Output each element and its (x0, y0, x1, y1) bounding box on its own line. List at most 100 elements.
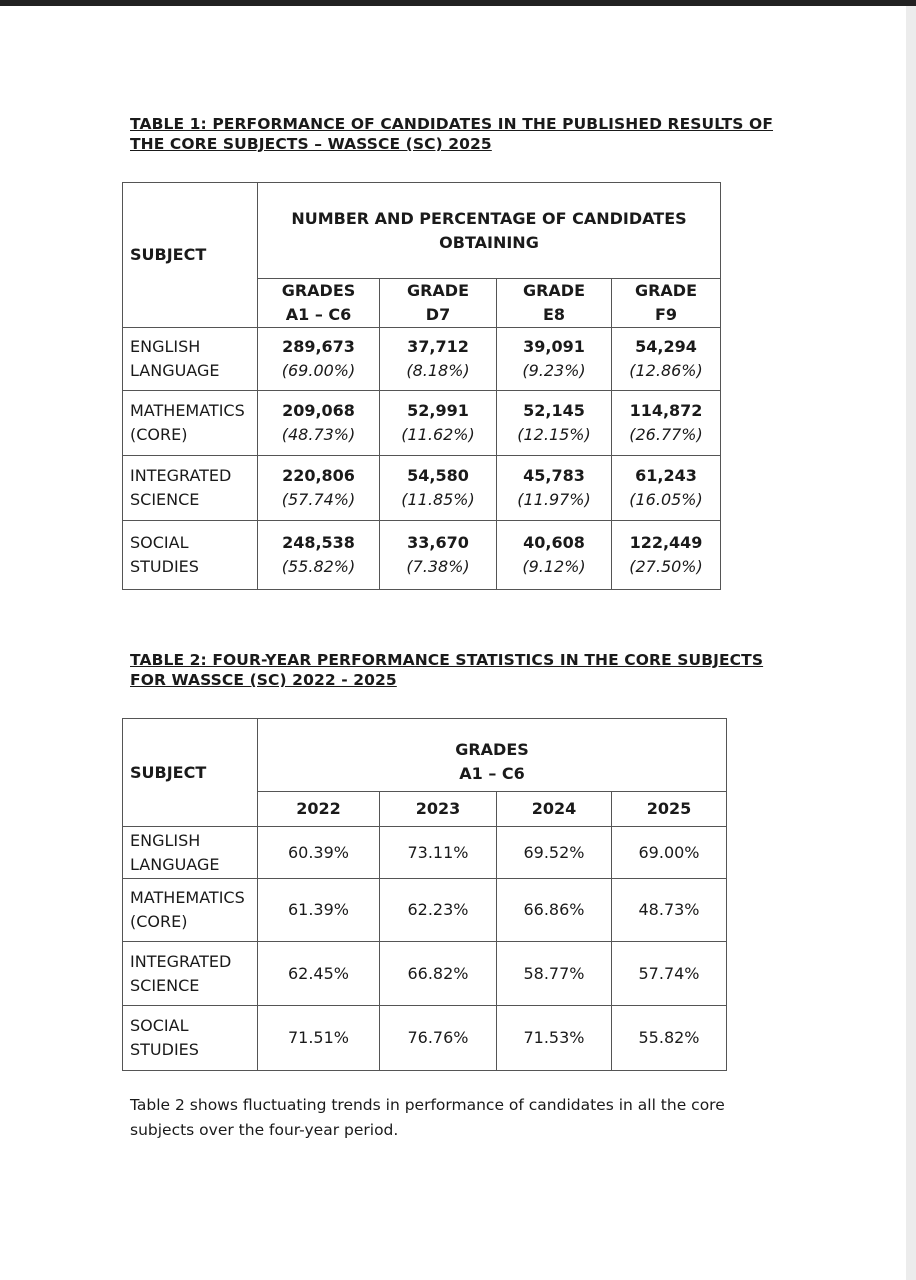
percentage: (16.05%) (629, 490, 703, 509)
table-row: SOCIAL STUDIES 71.51% 76.76% 71.53% 55.82% (122, 1005, 728, 1071)
percentage-cell: 62.45% (257, 941, 380, 1006)
year-header: 2024 (496, 791, 612, 827)
percentage-cell: 55.82% (610, 1005, 728, 1071)
subject-line2: (CORE) (130, 425, 188, 444)
count: 248,538 (282, 533, 355, 552)
value-cell: 39,091 (9.23%) (496, 327, 612, 391)
count: 33,670 (407, 533, 469, 552)
subject-line2: LANGUAGE (130, 361, 220, 380)
value-cell: 52,145 (12.15%) (496, 390, 612, 456)
subject-line2: STUDIES (130, 557, 199, 576)
table-row: INTEGRATED SCIENCE 220,806 (57.74%) 54,580 (1… (122, 455, 721, 521)
year-header: 2025 (610, 791, 728, 827)
value-cell: 122,449 (27.50%) (611, 520, 721, 590)
percentage: (12.86%) (629, 361, 703, 380)
value-cell: 209,068 (48.73%) (257, 390, 380, 456)
subject-cell: SOCIAL STUDIES (122, 1005, 258, 1071)
percentage: (7.38%) (406, 557, 470, 576)
percentage-cell: 58.77% (496, 941, 612, 1006)
value-cell: 289,673 (69.00%) (257, 327, 380, 391)
year-header: 2022 (257, 791, 380, 827)
value-cell: 52,991 (11.62%) (379, 390, 497, 456)
page-edge (906, 6, 916, 1280)
subject-line2: (CORE) (130, 912, 188, 931)
percentage-cell: 73.11% (379, 826, 497, 879)
subject-cell: MATHEMATICS (CORE) (122, 390, 258, 456)
count: 52,991 (407, 401, 469, 420)
value-cell: 248,538 (55.82%) (257, 520, 380, 590)
percentage: (57.74%) (281, 490, 356, 509)
percentage: (8.18%) (406, 361, 470, 380)
percentage: (26.77%) (629, 425, 703, 444)
value-cell: 54,580 (11.85%) (379, 455, 497, 521)
table1: SUBJECT NUMBER AND PERCENTAGE OF CANDIDA… (122, 182, 721, 590)
subject-header: SUBJECT (122, 182, 258, 328)
percentage: (55.82%) (281, 557, 356, 576)
group-header: GRADES A1 – C6 (256, 718, 728, 792)
group-header-line1: GRADES (455, 740, 529, 759)
grade-header-line2: A1 – C6 (285, 305, 352, 324)
group-header-line2: A1 – C6 (459, 764, 525, 783)
subject-cell: ENGLISH LANGUAGE (122, 327, 258, 391)
percentage-cell: 69.52% (496, 826, 612, 879)
subject-line1: ENGLISH (130, 337, 201, 356)
subject-cell: MATHEMATICS (CORE) (122, 878, 258, 942)
value-cell: 220,806 (57.74%) (257, 455, 380, 521)
percentage: (69.00%) (281, 361, 356, 380)
percentage: (11.85%) (401, 490, 475, 509)
subject-cell: INTEGRATED SCIENCE (122, 941, 258, 1006)
grade-header-line2: F9 (654, 305, 678, 324)
table-row: MATHEMATICS (CORE) 209,068 (48.73%) 52,991 (1… (122, 390, 721, 456)
value-cell: 40,608 (9.12%) (496, 520, 612, 590)
grade-header-line2: E8 (542, 305, 566, 324)
count: 52,145 (523, 401, 585, 420)
grade-header: GRADE E8 (496, 278, 612, 328)
table2-title-line1: TABLE 2: FOUR-YEAR PERFORMANCE STATISTIC… (130, 651, 764, 669)
grade-header: GRADE D7 (379, 278, 497, 328)
count: 114,872 (629, 401, 703, 420)
value-cell: 37,712 (8.18%) (379, 327, 497, 391)
count: 54,580 (407, 466, 469, 485)
percentage-cell: 60.39% (257, 826, 380, 879)
subject-line1: MATHEMATICS (130, 401, 245, 420)
percentage-cell: 48.73% (610, 878, 728, 942)
grade-header: GRADE F9 (611, 278, 721, 328)
table1-title-line2: THE CORE SUBJECTS – WASSCE (SC) 2025 (130, 135, 492, 153)
count: 289,673 (282, 337, 355, 356)
table2-title: TABLE 2: FOUR-YEAR PERFORMANCE STATISTIC… (130, 650, 763, 690)
count: 39,091 (523, 337, 585, 356)
top-bar (0, 0, 916, 6)
value-cell: 45,783 (11.97%) (496, 455, 612, 521)
table-row: INTEGRATED SCIENCE 62.45% 66.82% 58.77% 57.74… (122, 941, 728, 1006)
grade-header-line2: D7 (425, 305, 451, 324)
year-header: 2023 (379, 791, 497, 827)
table-row: MATHEMATICS (CORE) 61.39% 62.23% 66.86% 48.73… (122, 878, 728, 942)
count: 45,783 (523, 466, 585, 485)
subject-cell: SOCIAL STUDIES (122, 520, 258, 590)
subject-line2: SCIENCE (130, 490, 200, 509)
percentage: (11.62%) (401, 425, 475, 444)
count: 209,068 (282, 401, 355, 420)
percentage-cell: 76.76% (379, 1005, 497, 1071)
table-row: ENGLISH LANGUAGE 60.39% 73.11% 69.52% 69.00% (122, 826, 728, 879)
grade-header-line1: GRADE (634, 281, 698, 300)
group-header: NUMBER AND PERCENTAGE OF CANDIDATES OBTA… (257, 182, 721, 279)
subject-line1: INTEGRATED (130, 951, 232, 971)
table-row: ENGLISH LANGUAGE 289,673 (69.00%) 37,712 (8.1… (122, 327, 721, 391)
percentage-cell: 66.86% (496, 878, 612, 942)
subject-line2: LANGUAGE (130, 854, 220, 874)
count: 37,712 (407, 337, 469, 356)
count: 61,243 (635, 466, 697, 485)
grade-header-line1: GRADE (406, 281, 470, 300)
grade-header: GRADES A1 – C6 (257, 278, 380, 328)
count: 122,449 (629, 533, 703, 552)
value-cell: 114,872 (26.77%) (611, 390, 721, 456)
table1-title-line1: TABLE 1: PERFORMANCE OF CANDIDATES IN TH… (130, 115, 774, 133)
subject-line2: SCIENCE (130, 975, 200, 995)
percentage-cell: 71.53% (496, 1005, 612, 1071)
table1-title: TABLE 1: PERFORMANCE OF CANDIDATES IN TH… (130, 114, 773, 154)
grade-header-line1: GRADES (281, 281, 356, 300)
subject-cell: ENGLISH LANGUAGE (122, 826, 258, 879)
subject-line1: MATHEMATICS (130, 888, 245, 907)
subject-line1: SOCIAL (130, 1016, 189, 1035)
